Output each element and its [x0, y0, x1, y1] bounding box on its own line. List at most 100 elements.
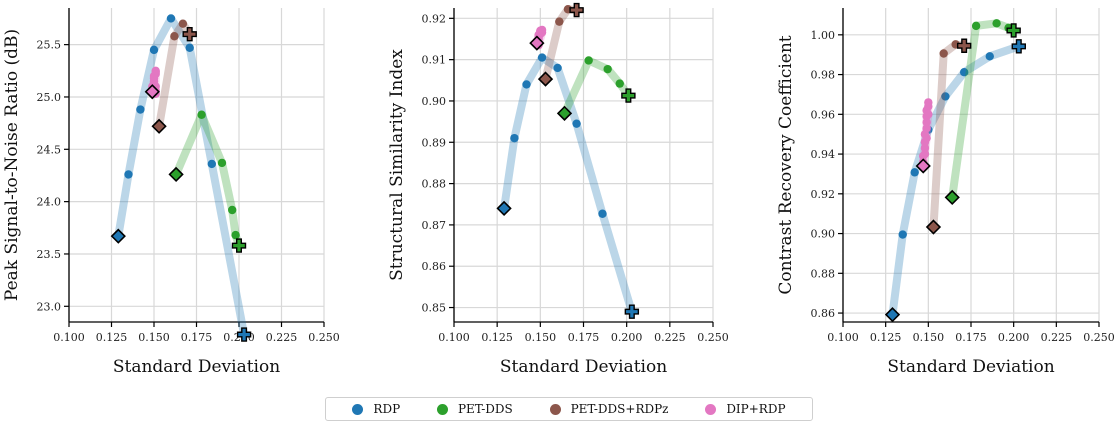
start-marker — [151, 118, 167, 134]
y-tick-label: 0.92 — [811, 188, 836, 201]
series-rdp — [110, 14, 252, 342]
data-point — [922, 133, 931, 143]
data-point — [149, 45, 159, 55]
series-pet-dds — [556, 56, 636, 121]
data-point — [924, 110, 933, 119]
y-tick-label: 0.85 — [422, 302, 447, 315]
end-marker — [236, 327, 252, 342]
x-tick-label: 0.100 — [438, 331, 470, 344]
legend: RDP PET-DDS PET-DDS+RDPz DIP+RDP — [325, 397, 813, 421]
legend-item-pet-dds: PET-DDS — [436, 402, 513, 416]
data-point — [939, 49, 948, 58]
series-dip-rdp — [144, 66, 160, 100]
data-point — [207, 159, 216, 169]
x-tick-label: 0.200 — [998, 331, 1030, 344]
data-point — [922, 124, 931, 133]
series-rdp — [496, 53, 640, 319]
data-point — [151, 66, 160, 76]
data-point — [985, 52, 994, 61]
y-tick-label: 25.5 — [37, 39, 62, 52]
data-point — [971, 21, 981, 31]
data-point — [217, 158, 227, 168]
end-marker — [1011, 39, 1026, 54]
data-point — [572, 119, 581, 128]
end-marker — [621, 88, 636, 103]
series-line — [500, 53, 636, 316]
x-tick-label: 0.225 — [654, 331, 686, 344]
data-point — [992, 19, 1001, 28]
data-point — [537, 53, 547, 62]
data-point — [553, 63, 562, 73]
start-marker — [915, 158, 931, 174]
series-line — [114, 14, 249, 339]
start-marker — [537, 71, 554, 87]
series-line — [172, 110, 243, 250]
data-point — [584, 56, 593, 65]
data-point — [898, 230, 907, 239]
data-point — [910, 168, 919, 177]
data-point — [197, 110, 206, 119]
legend-marker — [549, 403, 561, 415]
y-tick-label: 0.88 — [811, 267, 836, 280]
y-tick-label: 0.89 — [422, 136, 447, 149]
chart-panel-1: 0.1000.1250.1500.1750.2000.2250.25023.02… — [2, 8, 340, 377]
start-marker — [110, 228, 126, 244]
x-tick-label: 0.250 — [1083, 331, 1115, 344]
start-marker — [556, 105, 573, 121]
y-tick-label: 0.94 — [811, 148, 836, 161]
legend-label: DIP+RDP — [726, 402, 786, 416]
y-axis-label: Peak Signal-to-Noise Ratio (dB) — [2, 29, 22, 301]
y-tick-label: 0.92 — [422, 12, 447, 25]
data-point — [124, 170, 133, 179]
chart-panel-2: 0.100 0.125 0.150 0.175 0.200 0.225 0.250 0.85 0… — [387, 2, 729, 377]
end-marker — [569, 2, 584, 18]
x-tick-label: 0.225 — [266, 331, 298, 344]
x-tick-label: 0.100 — [827, 331, 859, 344]
y-tick-label: 24.5 — [37, 143, 62, 156]
x-tick-label: 0.175 — [568, 331, 600, 344]
y-tick-label: 23.5 — [37, 248, 62, 261]
legend-item-dip-rdp: DIP+RDP — [705, 402, 786, 416]
y-tick-label: 0.90 — [811, 228, 836, 241]
data-point — [598, 209, 607, 218]
end-marker — [1006, 23, 1021, 38]
data-point — [178, 19, 188, 28]
data-point — [228, 205, 237, 215]
x-axis-label: Standard Deviation — [887, 357, 1054, 377]
x-tick-label: 0.125 — [870, 331, 902, 344]
data-point — [136, 105, 145, 114]
x-tick-label: 0.150 — [525, 331, 557, 344]
end-marker — [956, 38, 972, 53]
x-tick-label: 0.125 — [481, 331, 513, 344]
y-tick-label: 0.90 — [422, 95, 447, 108]
start-marker — [168, 166, 184, 183]
start-marker — [884, 307, 901, 323]
data-point — [920, 143, 930, 153]
series-pet-dds — [168, 110, 247, 253]
series-pet-dds-rdpz — [925, 38, 972, 235]
legend-label: PET-DDS — [457, 402, 513, 416]
y-tick-label: 0.98 — [811, 69, 836, 82]
x-tick-label: 0.225 — [1041, 331, 1073, 344]
x-axis-label: Standard Deviation — [500, 357, 667, 377]
x-tick-label: 0.150 — [138, 331, 170, 344]
start-marker — [496, 200, 512, 217]
legend-item-rdp: RDP — [352, 402, 400, 416]
y-tick-label: 0.96 — [811, 108, 836, 121]
series-dip-rdp — [529, 25, 547, 51]
data-point — [231, 230, 240, 240]
data-point — [185, 43, 194, 52]
series-line — [155, 19, 194, 131]
start-marker — [944, 189, 960, 206]
y-tick-label: 1.00 — [811, 29, 836, 42]
data-point — [170, 32, 179, 41]
series-pet-dds-rdpz — [151, 19, 197, 134]
data-point — [924, 98, 933, 107]
x-tick-label: 0.250 — [308, 331, 340, 344]
legend-label: PET-DDS+RDPz — [570, 402, 669, 416]
y-tick-label: 0.91 — [422, 54, 447, 67]
legend-item-pet-dds-rdpz: PET-DDS+RDPz — [549, 402, 669, 416]
y-axis-label: Structural Similarity Index — [387, 49, 407, 281]
start-marker — [529, 35, 545, 51]
data-point — [615, 79, 624, 88]
